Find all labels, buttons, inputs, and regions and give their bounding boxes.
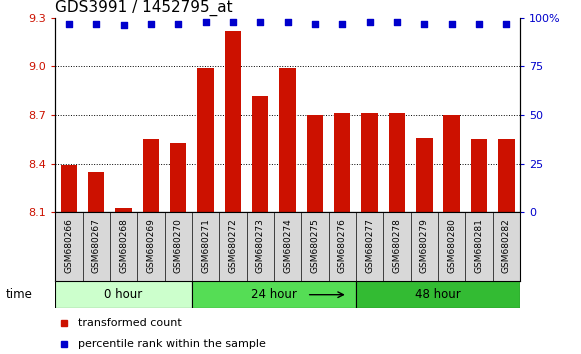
Text: 0 hour: 0 hour <box>105 288 143 301</box>
Bar <box>170 143 187 212</box>
Text: GSM680266: GSM680266 <box>64 218 73 273</box>
Text: GSM680281: GSM680281 <box>475 218 483 273</box>
Text: GSM680280: GSM680280 <box>447 218 456 273</box>
Text: percentile rank within the sample: percentile rank within the sample <box>78 339 266 349</box>
Text: time: time <box>6 288 33 301</box>
Bar <box>471 139 487 212</box>
Point <box>419 21 429 26</box>
Text: 48 hour: 48 hour <box>415 288 461 301</box>
Text: GSM680270: GSM680270 <box>174 218 183 273</box>
Text: transformed count: transformed count <box>78 318 182 328</box>
Point <box>501 21 511 26</box>
Bar <box>279 68 296 212</box>
Point <box>338 21 347 26</box>
Point <box>365 19 374 24</box>
Bar <box>252 96 268 212</box>
Text: GSM680267: GSM680267 <box>92 218 101 273</box>
Bar <box>361 113 378 212</box>
Bar <box>443 115 460 212</box>
Text: GSM680272: GSM680272 <box>228 218 238 273</box>
Point <box>201 19 210 24</box>
Point <box>310 21 320 26</box>
Text: GSM680269: GSM680269 <box>146 218 155 273</box>
Bar <box>389 113 405 212</box>
Bar <box>225 31 241 212</box>
Point <box>256 19 265 24</box>
Text: 24 hour: 24 hour <box>251 288 297 301</box>
Point <box>146 21 156 26</box>
Text: GSM680273: GSM680273 <box>256 218 265 273</box>
Text: GSM680271: GSM680271 <box>201 218 210 273</box>
Point <box>119 23 128 28</box>
Bar <box>55 281 192 308</box>
Text: GSM680282: GSM680282 <box>502 218 511 273</box>
Point <box>228 19 238 24</box>
Text: GSM680268: GSM680268 <box>119 218 128 273</box>
Text: GDS3991 / 1452795_at: GDS3991 / 1452795_at <box>55 0 233 16</box>
Point <box>474 21 483 26</box>
Bar <box>307 115 323 212</box>
Text: GSM680279: GSM680279 <box>420 218 429 273</box>
Bar <box>416 138 432 212</box>
Bar <box>60 165 77 212</box>
Bar <box>143 139 159 212</box>
Bar <box>116 207 132 212</box>
Text: GSM680277: GSM680277 <box>365 218 374 273</box>
Bar <box>88 172 105 212</box>
Point <box>283 19 292 24</box>
Bar <box>356 281 520 308</box>
Bar <box>192 281 356 308</box>
Point <box>64 21 74 26</box>
Point <box>392 19 401 24</box>
Point <box>447 21 456 26</box>
Text: GSM680274: GSM680274 <box>283 218 292 273</box>
Bar <box>198 68 214 212</box>
Bar <box>334 113 350 212</box>
Text: GSM680276: GSM680276 <box>338 218 347 273</box>
Text: GSM680275: GSM680275 <box>310 218 320 273</box>
Text: GSM680278: GSM680278 <box>392 218 401 273</box>
Bar <box>498 139 515 212</box>
Point <box>92 21 101 26</box>
Point <box>174 21 183 26</box>
